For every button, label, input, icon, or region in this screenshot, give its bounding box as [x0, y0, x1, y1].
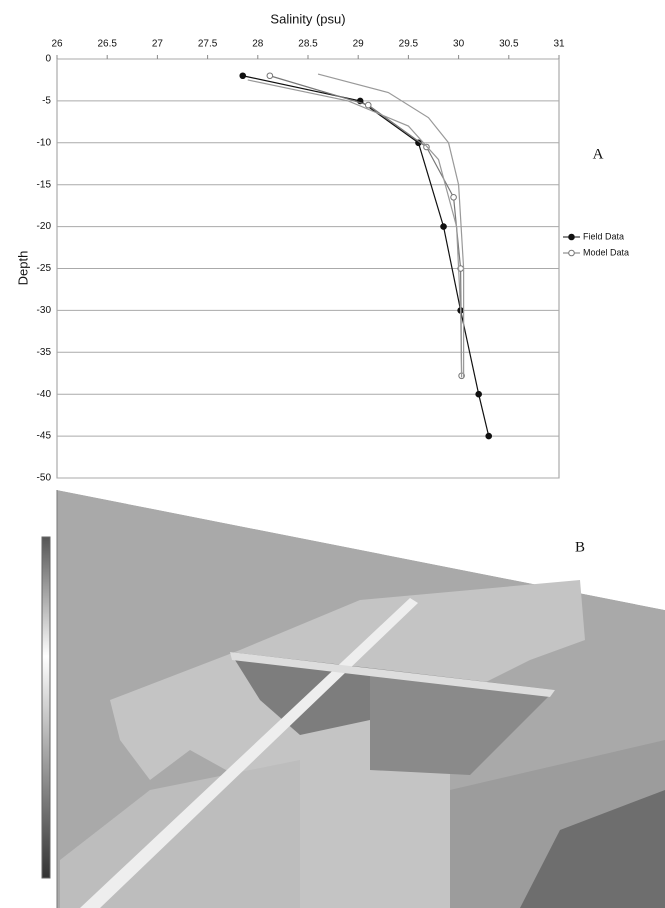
- sky: [57, 490, 665, 610]
- point: [266, 72, 274, 80]
- point: [450, 193, 457, 201]
- y-tick-label: -10: [37, 137, 52, 148]
- panel-b: B: [0, 488, 665, 908]
- y-tick-label: -35: [37, 347, 52, 358]
- point: [475, 390, 482, 398]
- colorbar: [41, 536, 51, 879]
- channel-surface: [110, 580, 585, 908]
- y-tick-label: -30: [37, 305, 52, 316]
- x-tick-label: 31: [553, 39, 565, 50]
- x-tick-label: 28.5: [298, 39, 318, 50]
- point: [239, 72, 247, 80]
- x-tick-label: 30: [453, 39, 465, 50]
- series-line: [247, 79, 463, 378]
- block-shade: [520, 790, 665, 908]
- legend-label: Model Data: [583, 247, 629, 257]
- wall: [370, 668, 555, 775]
- panel-label: B: [575, 539, 585, 555]
- x-tick-label: 29.5: [399, 39, 419, 50]
- pipe: [80, 598, 418, 908]
- x-tick-label: 29: [353, 39, 365, 50]
- y-axis-label: Depth: [15, 251, 30, 286]
- y-tick-label: -25: [37, 263, 52, 274]
- y-tick-label: 0: [45, 54, 51, 65]
- legend-marker: [568, 249, 575, 257]
- x-tick-label: 26: [51, 39, 63, 50]
- y-tick-label: -40: [37, 389, 52, 400]
- chart-title: Salinity (psu): [270, 11, 345, 26]
- legend-label: Field Data: [583, 231, 624, 241]
- series-line: [269, 75, 463, 376]
- panel-label: A: [593, 146, 604, 162]
- y-tick-label: -50: [37, 473, 52, 484]
- y-tick-label: -15: [37, 179, 52, 190]
- x-tick-label: 30.5: [499, 39, 519, 50]
- point: [440, 223, 447, 230]
- x-tick-label: 26.5: [97, 39, 117, 50]
- pipe: [230, 652, 555, 697]
- x-tick-label: 27.5: [198, 39, 218, 50]
- point: [364, 101, 372, 109]
- legend-marker: [568, 233, 575, 241]
- x-tick-label: 27: [152, 39, 164, 50]
- y-tick-label: -20: [37, 221, 52, 232]
- y-tick-label: -45: [37, 431, 52, 442]
- x-tick-label: 28: [252, 39, 264, 50]
- point: [485, 432, 493, 440]
- y-tick-label: -5: [42, 96, 51, 107]
- series-line: [317, 73, 465, 378]
